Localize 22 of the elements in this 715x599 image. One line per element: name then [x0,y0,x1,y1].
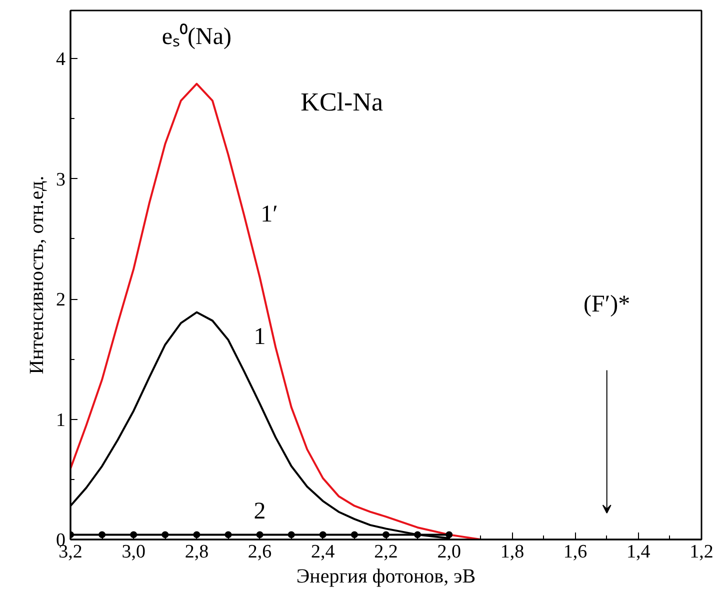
x-tick-label: 2,0 [437,542,461,562]
annotation: KCl-Na [300,87,384,116]
annotation: (F′)* [584,291,630,318]
x-tick-label: 2,8 [184,542,209,562]
x-tick-label: 1,2 [690,542,714,562]
y-tick-label: 1 [56,410,66,431]
y-axis-title: Интенсивность, отн.ед. [26,176,48,374]
annotation: eₛ⁰(Na) [162,23,232,50]
annotation: 1 [254,324,266,350]
annotation: 1′ [260,201,278,228]
x-tick-label: 1,8 [500,542,524,562]
x-tick-label: 2,4 [311,542,336,562]
x-tick-label: 1,4 [626,542,651,562]
x-tick-label: 1,6 [563,542,588,562]
annotation: 2 [254,498,266,524]
x-tick-label: 2,6 [248,542,272,562]
x-axis-title: Энергия фотонов, эВ [296,566,476,588]
y-tick-label: 4 [56,49,66,70]
y-tick-label: 3 [56,169,66,190]
x-tick-label: 3,0 [122,542,146,562]
x-tick-label: 2,2 [374,542,398,562]
y-tick-label: 2 [56,290,66,311]
